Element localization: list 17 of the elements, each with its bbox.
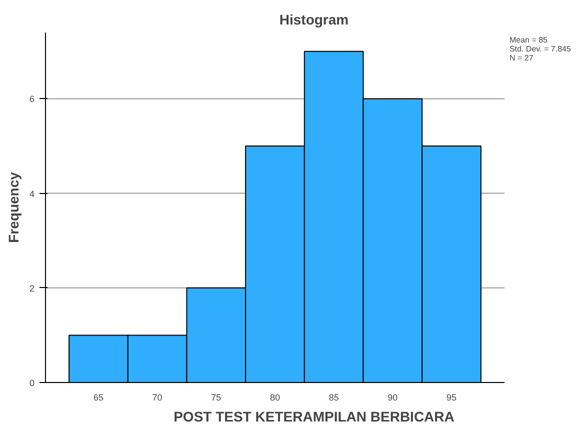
x-tick-label: 80 xyxy=(270,392,280,402)
x-tick-label: 70 xyxy=(152,392,162,402)
x-tick-label: 90 xyxy=(388,392,398,402)
x-tick-label: 65 xyxy=(93,392,104,402)
y-tick-label: 0 xyxy=(29,378,35,388)
chart-title: Histogram xyxy=(279,12,349,28)
y-tick-label: 2 xyxy=(29,283,35,294)
text: N = 27 xyxy=(509,54,534,62)
x-tick-label: 85 xyxy=(328,392,339,402)
text: Mean = 85 xyxy=(509,36,548,44)
x-tick-label: 95 xyxy=(446,392,457,402)
y-axis-title: Frequency xyxy=(5,172,22,243)
x-tick-label: 75 xyxy=(211,392,222,402)
x-axis-title: POST TEST KETERAMPILAN BERBICARA xyxy=(174,408,454,424)
text: Std. Dev. = 7.845 xyxy=(509,44,572,54)
y-tick-label: 4 xyxy=(29,188,35,199)
y-tick-label: 6 xyxy=(29,94,35,104)
